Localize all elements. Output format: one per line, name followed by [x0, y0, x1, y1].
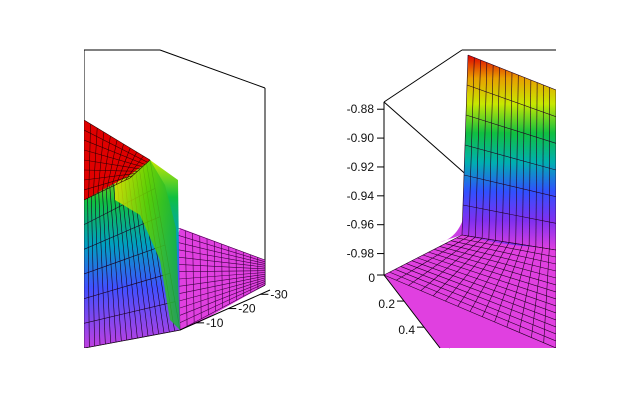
right-z-tick-label: -0.88	[347, 102, 375, 116]
right-frame	[383, 49, 556, 349]
right-x-tick-label: 0.2	[378, 297, 395, 311]
right-z-tick-label: -0.96	[347, 218, 375, 232]
right-low-plane	[384, 235, 556, 348]
right-z-tick-label: -0.90	[347, 131, 375, 145]
left-y-axis: -30 -20 -10	[179, 287, 288, 331]
left-low-grid	[177, 227, 266, 331]
left-tick-label: -20	[238, 302, 256, 316]
right-grid	[383, 54, 556, 348]
right-z-tick-label: -0.92	[347, 160, 375, 174]
left-tick-label: -30	[270, 287, 288, 301]
left-high-plateau	[84, 120, 150, 200]
left-top-grid	[84, 119, 151, 201]
left-surface-panel	[84, 49, 266, 348]
right-x-axis: 00.20.4	[368, 271, 441, 349]
left-slope	[115, 160, 180, 330]
right-z-axis: -0.88 -0.90 -0.92 -0.94 -0.96 -0.98	[347, 102, 384, 261]
right-z-tick-label: -0.94	[347, 189, 375, 203]
right-x-tick-label: 0.4	[398, 323, 415, 337]
right-x-tick-label: 0	[368, 271, 375, 285]
right-z-tick-label: -0.98	[347, 247, 375, 261]
left-tick-label: -10	[206, 316, 224, 330]
right-surface-panel: -0.88 -0.90 -0.92 -0.94 -0.96 -0.98 00.20.4	[347, 49, 556, 349]
